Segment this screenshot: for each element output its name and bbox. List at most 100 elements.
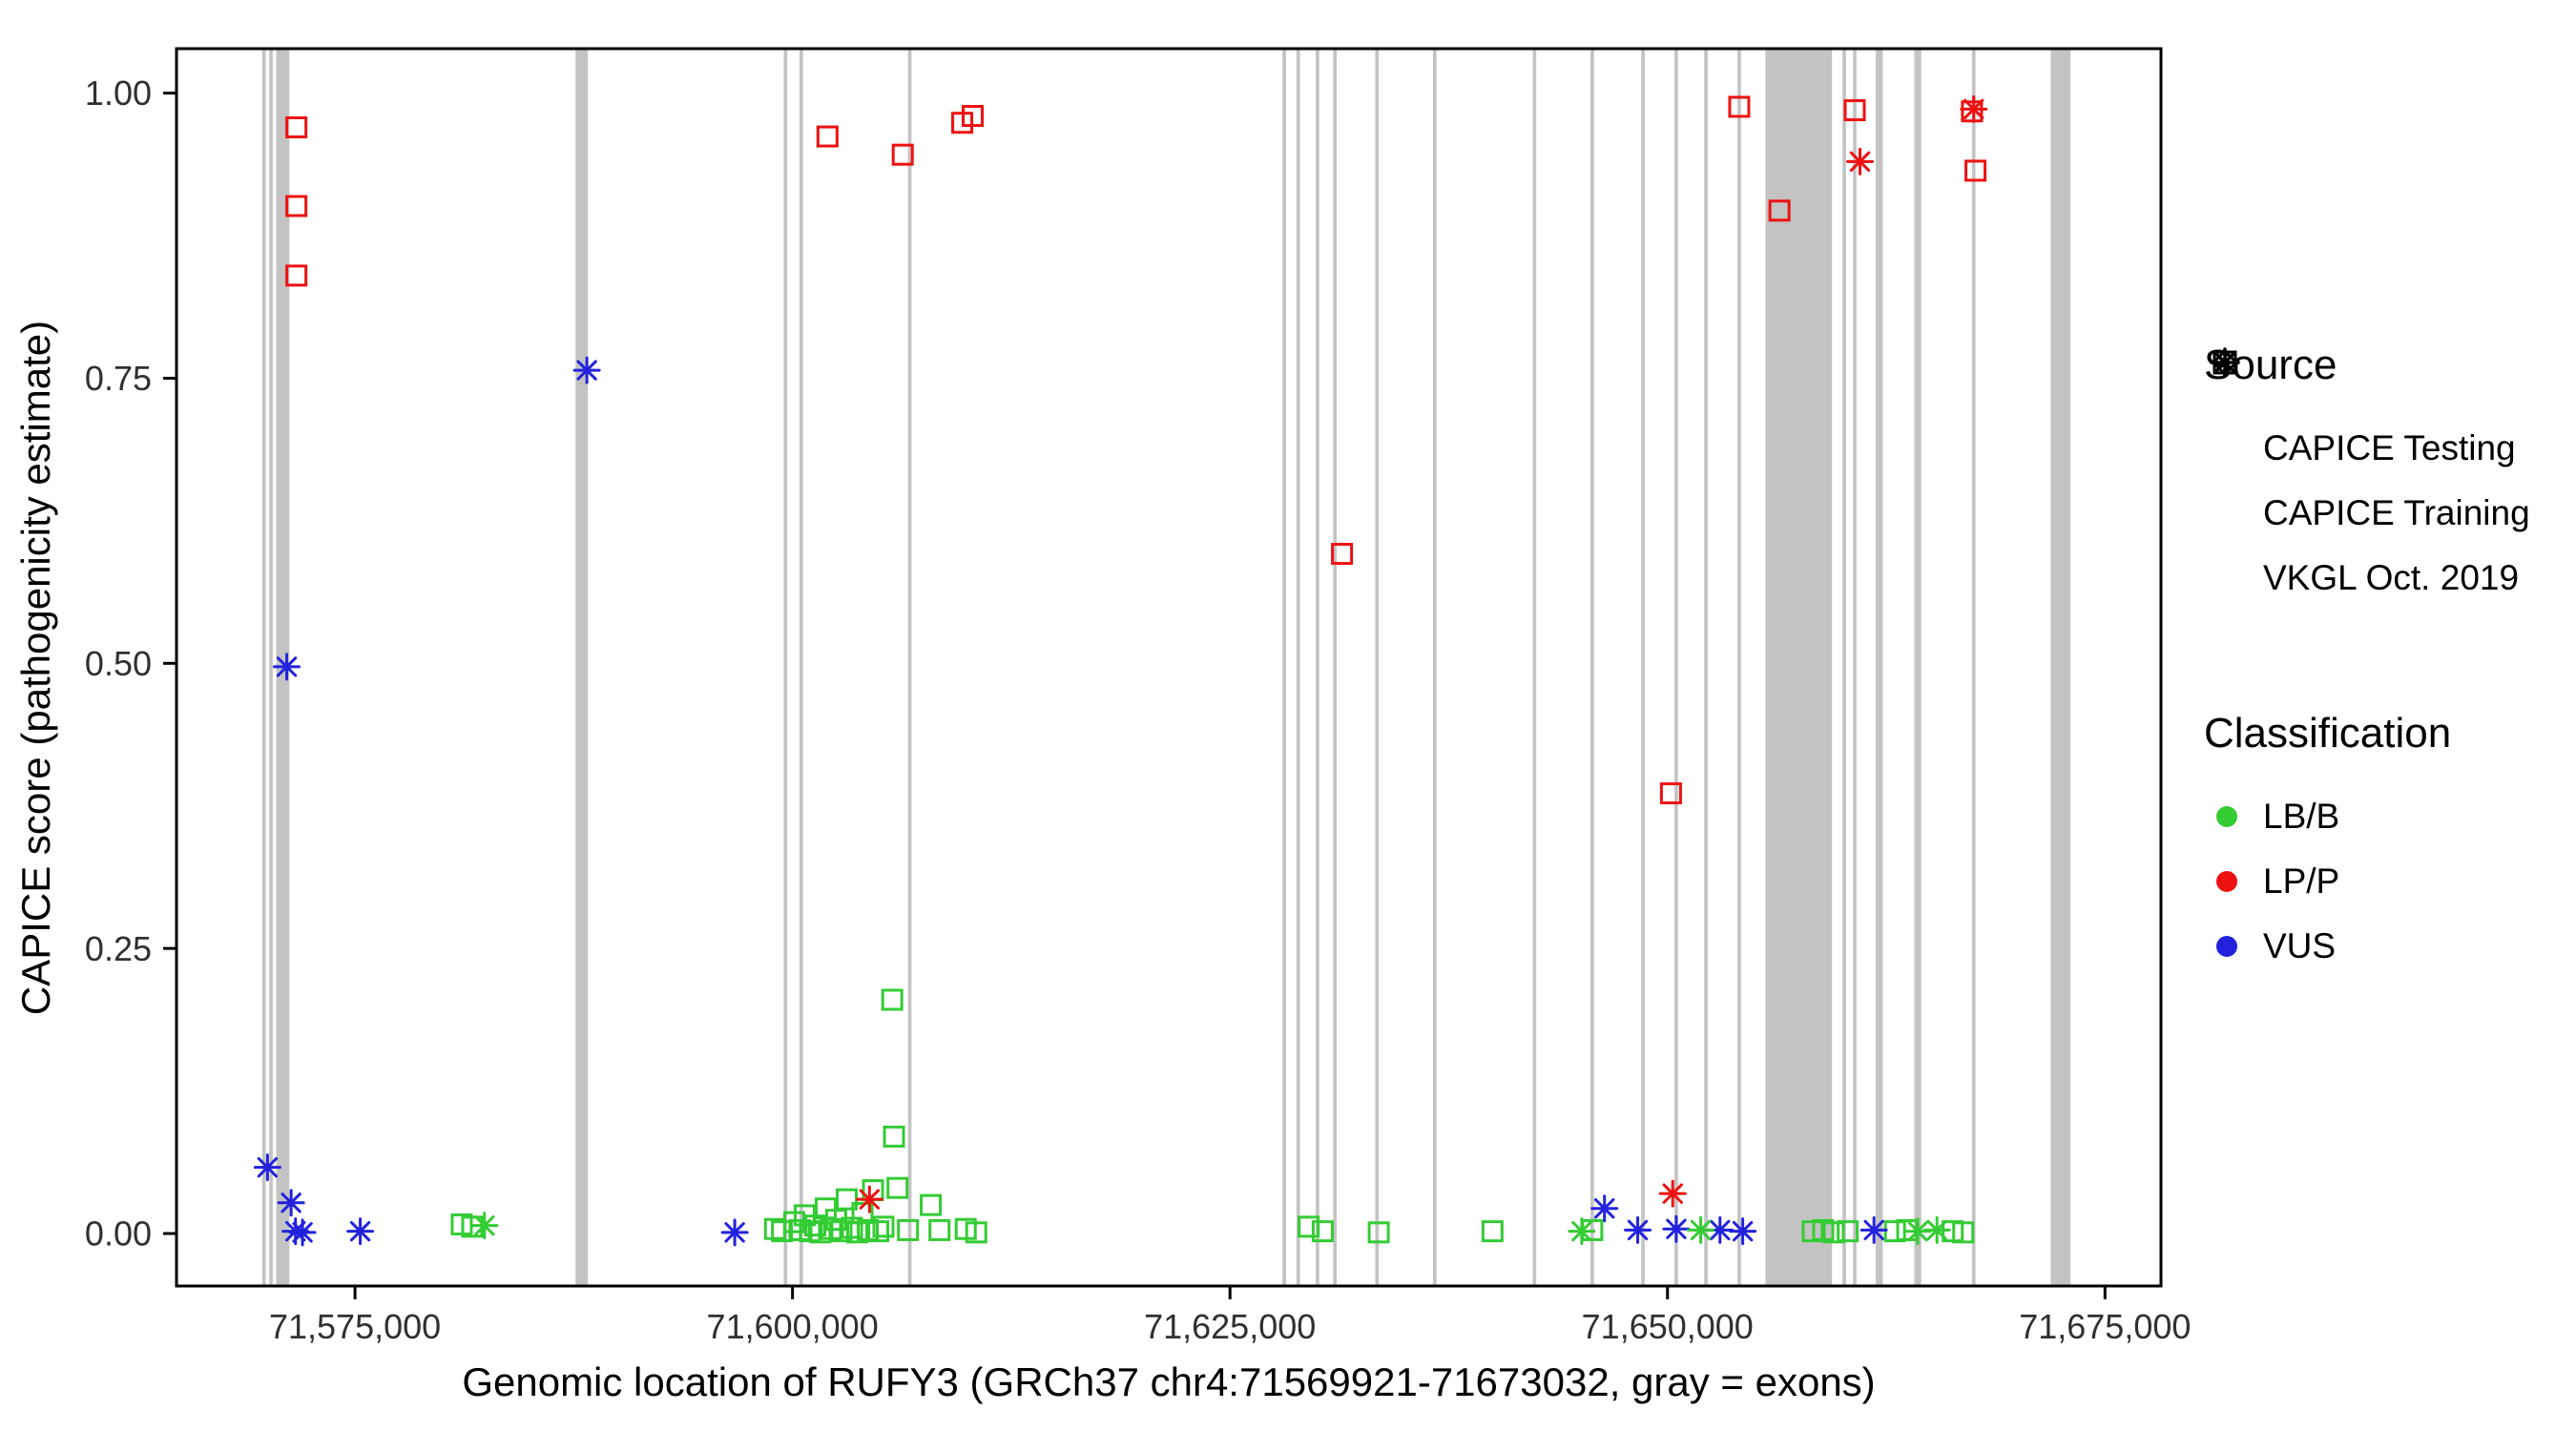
x-tick-label: 71,600,000 <box>707 1307 879 1346</box>
x-axis-title: Genomic location of RUFY3 (GRCh37 chr4:7… <box>462 1359 1876 1404</box>
data-point-asterisk <box>1687 1215 1715 1244</box>
legend-item-vus: VUS <box>2204 914 2566 979</box>
data-point-square <box>851 1201 874 1224</box>
exon-bar <box>1532 49 1537 1286</box>
exon-bar <box>1914 49 1922 1286</box>
exon-bar <box>783 49 788 1286</box>
data-point-square <box>886 1176 909 1199</box>
legend-source-title: Source <box>2204 342 2337 388</box>
legend-source-items: CAPICE Testing CAPICE Training VKGL Oct. 2… <box>2204 347 2566 611</box>
exon-bar <box>1375 49 1380 1286</box>
data-point-asterisk <box>1960 94 1988 123</box>
exon-bar <box>261 49 266 1286</box>
y-tick-label: 0.50 <box>85 644 152 683</box>
legend-item-label: VKGL Oct. 2019 <box>2263 558 2520 597</box>
exon-bar <box>1842 49 1846 1286</box>
data-point-asterisk <box>288 1218 317 1247</box>
legend-classification-items: LB/B LP/P VUS <box>2204 784 2566 979</box>
exon-bar <box>1876 49 1883 1286</box>
legend-item-label: CAPICE Training <box>2263 493 2530 532</box>
y-tick-label: 0.25 <box>85 929 152 968</box>
exon-bar <box>1282 49 1286 1286</box>
exon-bar <box>1971 49 1976 1286</box>
data-point-square <box>962 105 985 128</box>
asterisk-icon <box>2204 347 2250 601</box>
data-point-square <box>1298 1215 1320 1238</box>
legend-item-asterisk: VKGL Oct. 2019 <box>2204 347 2566 611</box>
data-point-square <box>883 1125 905 1148</box>
exon-bar <box>1737 49 1741 1286</box>
data-point-square <box>1659 782 1682 805</box>
data-point-square <box>1481 1220 1504 1243</box>
data-point-asterisk <box>1568 1217 1596 1246</box>
x-tick-label: 71,625,000 <box>1144 1307 1316 1346</box>
legend-item-label: VUS <box>2263 926 2337 965</box>
data-point-square <box>891 143 914 166</box>
data-point-asterisk <box>1624 1215 1652 1244</box>
color-dot-icon <box>2204 794 2250 840</box>
data-point-square <box>897 1218 920 1241</box>
data-point-square <box>285 195 308 218</box>
x-tick-label: 71,675,000 <box>2019 1307 2191 1346</box>
data-point-asterisk <box>470 1212 499 1240</box>
exon-bar <box>1765 49 1833 1286</box>
data-point-asterisk <box>1859 1215 1888 1244</box>
exon-bar <box>269 49 273 1286</box>
data-point-square <box>1961 100 1984 123</box>
data-point-asterisk <box>1590 1194 1619 1223</box>
data-point-square <box>1728 95 1751 118</box>
exon-bar <box>1674 49 1678 1286</box>
data-point-square <box>1331 543 1354 566</box>
data-point-asterisk <box>1922 1215 1951 1244</box>
legend-classification-block: Classification LB/B LP/P VUS <box>2204 710 2566 979</box>
data-point-square <box>920 1193 943 1216</box>
data-point-square <box>928 1218 951 1241</box>
exon-bar <box>2050 49 2071 1286</box>
exon-bar <box>799 49 803 1286</box>
data-point-square <box>824 1209 847 1232</box>
exon-bar <box>575 49 589 1286</box>
legend: Source CAPICE Testing CAPICE Training VKGL… <box>2204 342 2566 979</box>
data-point-square <box>881 988 904 1011</box>
data-point-square <box>1964 159 1987 182</box>
data-point-asterisk <box>720 1218 749 1247</box>
data-point-asterisk <box>1903 1217 1932 1246</box>
data-point-asterisk <box>1658 1179 1687 1208</box>
diamond-icon <box>2204 348 2250 471</box>
x-tick-label: 71,650,000 <box>1582 1307 1754 1346</box>
legend-item-lpp: LP/P <box>2204 849 2566 914</box>
data-point-square <box>1768 199 1791 222</box>
exon-bar <box>1704 49 1708 1286</box>
panel-border <box>175 47 2163 1288</box>
data-point-asterisk <box>253 1153 281 1182</box>
data-point-square <box>1367 1221 1390 1244</box>
data-point-square <box>872 1215 895 1238</box>
data-point-asterisk <box>1846 147 1875 176</box>
exon-bar <box>1432 49 1437 1286</box>
data-point-asterisk <box>277 1189 305 1217</box>
data-point-square <box>1837 1220 1859 1243</box>
data-point-asterisk <box>572 356 601 384</box>
legend-item-label: LB/B <box>2263 797 2340 836</box>
legend-classification-title: Classification <box>2204 710 2452 757</box>
y-tick-label: 0.75 <box>85 359 152 398</box>
data-point-square <box>1843 99 1866 122</box>
y-axis-title: CAPICE score (pathogenicity estimate) <box>13 320 58 1016</box>
data-point-asterisk <box>1662 1214 1691 1243</box>
color-dot-icon <box>2204 859 2250 904</box>
exon-bar <box>1590 49 1594 1286</box>
legend-item-label: CAPICE Testing <box>2263 428 2516 467</box>
color-dot-icon <box>2204 923 2250 969</box>
data-point-asterisk <box>273 653 301 681</box>
x-tick-label: 71,575,000 <box>269 1307 441 1346</box>
exon-bar <box>1333 49 1338 1286</box>
data-point-asterisk <box>1706 1215 1735 1244</box>
data-point-square <box>867 1220 890 1243</box>
data-point-square <box>965 1221 987 1244</box>
exon-bar <box>1316 49 1319 1286</box>
exon-bar <box>1641 49 1645 1286</box>
data-point-asterisk <box>346 1217 375 1246</box>
data-point-square <box>1883 1220 1906 1243</box>
